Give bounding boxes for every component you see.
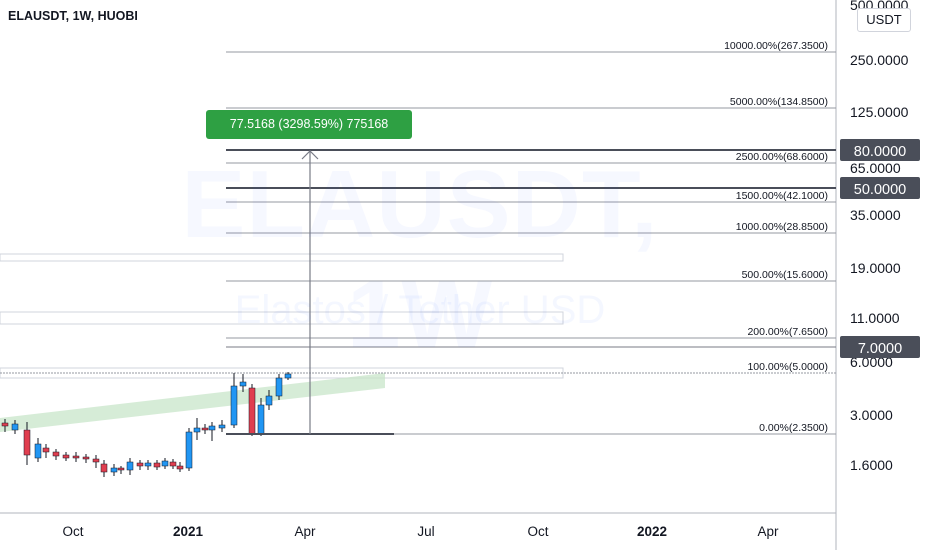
candle-down [136,462,144,467]
fib-level-label: 500.00%(15.6000) [742,269,828,281]
time-tick-label: Jul [417,524,434,539]
candle-up [126,461,134,471]
zone-box [0,311,564,325]
candle-up [218,424,226,429]
candle-up [11,423,19,431]
time-tick-label: 2021 [173,524,204,539]
candle-down [23,429,31,456]
candle-down [248,387,256,435]
currency-badge[interactable]: USDT [857,8,911,32]
candle-down [117,467,125,471]
candle-up [208,425,216,431]
candle-down [52,451,60,457]
time-tick-label: Oct [62,524,83,539]
symbol-watermark: ELAUSDT, 1W [110,150,730,370]
candle-up [230,385,238,426]
candle-up [284,373,292,379]
price-label-text: 80.0000 [854,144,906,160]
fib-level-label: 1000.00%(28.8500) [736,221,828,233]
candle-down [1,422,9,427]
fib-level-label: 5000.00%(134.8500) [730,96,828,108]
candle-down [72,455,80,459]
candle-down [201,427,209,431]
candle-down [176,465,184,470]
candle-up [257,404,265,435]
candle-up [193,427,201,433]
candle-up [185,431,193,469]
candle-down [100,463,108,473]
candle-down [153,462,161,468]
price-tick-label: 35.0000 [850,207,901,223]
price-label-text: 7.0000 [858,341,902,357]
fib-level-label: 10000.00%(267.3500) [724,40,828,52]
candle-down [62,454,70,459]
symbol-title: ELAUSDT, 1W, HUOBI [8,9,138,23]
price-label-badge [840,139,920,161]
description-watermark: Elastos / Tether USD [234,288,606,332]
fib-level-label: 1500.00%(42.1000) [736,190,828,202]
price-tick-label: 3.0000 [850,407,893,423]
time-tick-label: Oct [527,524,548,539]
zone-box [0,253,564,262]
price-label-badge [840,177,920,199]
price-tick-label: 65.0000 [850,160,901,176]
fib-level-label: 2500.00%(68.6000) [736,151,828,163]
measure-arrowhead [301,150,319,160]
candle-down [169,461,177,467]
candle-up [34,443,42,459]
time-tick-label: 2022 [637,524,667,539]
candle-up [265,395,273,406]
price-tick-label: 125.0000 [850,104,909,120]
price-tick-label: 250.0000 [850,52,909,68]
fib-level-label: 0.00%(2.3500) [759,422,828,434]
price-tick-label: 11.0000 [850,310,900,326]
candle-down [82,456,90,460]
candle-up [110,467,118,473]
trend-channel [0,373,385,432]
candle-up [144,462,152,467]
candle-up [239,381,247,387]
price-label-text: 50.0000 [854,182,906,198]
price-tick-label: 1.6000 [850,457,893,473]
price-tick-label: 19.0000 [850,260,901,276]
time-tick-label: Apr [294,524,316,539]
candle-down [92,458,100,463]
fib-level-label: 200.00%(7.6500) [747,326,828,338]
time-tick-label: Apr [757,524,779,539]
candle-down [42,447,50,453]
candle-up [275,377,283,397]
price-label-badge [840,336,920,358]
candle-up [161,460,169,467]
fib-level-label: 100.00%(5.0000) [747,361,828,373]
measure-label: 77.5168 (3298.59%) 775168 [206,110,412,139]
